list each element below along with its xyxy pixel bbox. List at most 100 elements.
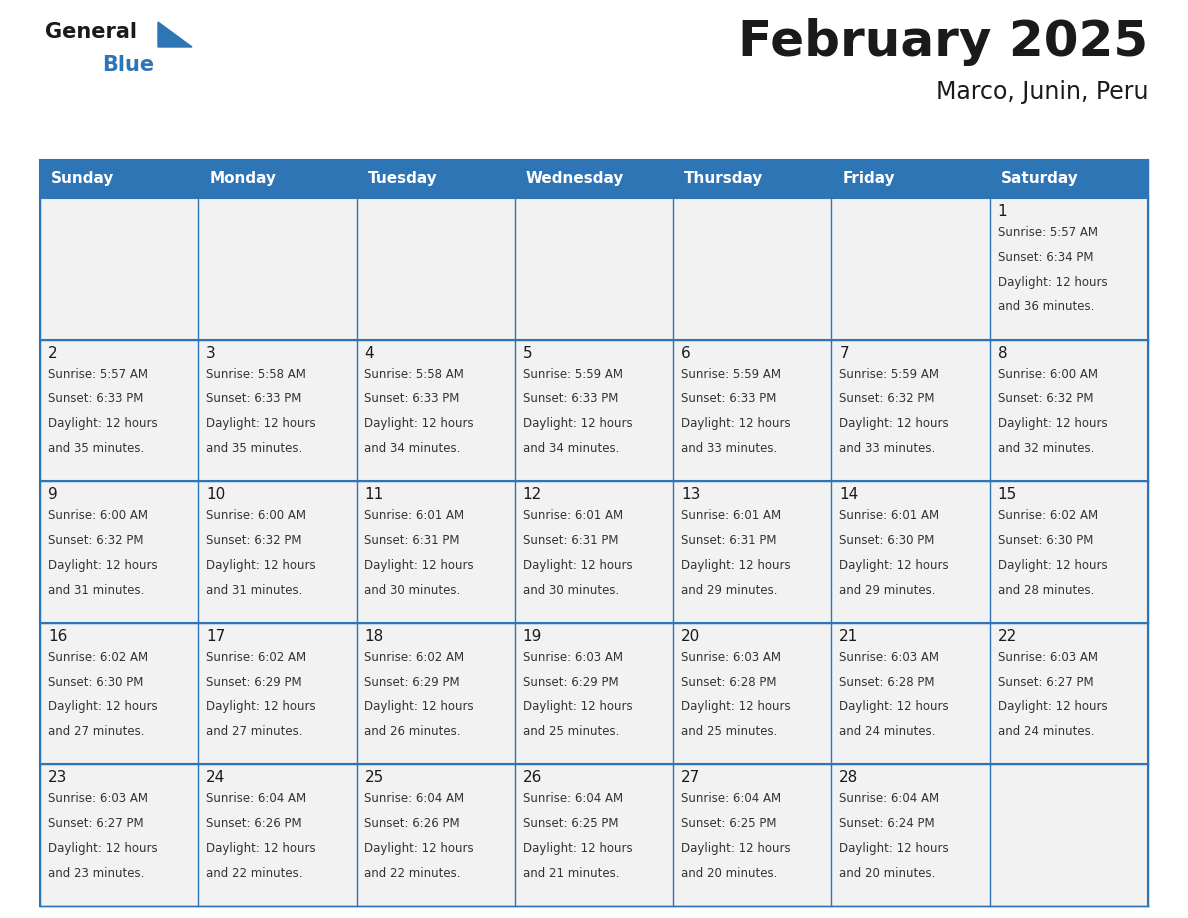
Text: Daylight: 12 hours: Daylight: 12 hours <box>681 559 791 572</box>
Text: Sunset: 6:31 PM: Sunset: 6:31 PM <box>365 534 460 547</box>
Text: Wednesday: Wednesday <box>526 172 625 186</box>
Text: and 24 minutes.: and 24 minutes. <box>998 725 1094 738</box>
Bar <box>356 340 514 481</box>
Text: Sunset: 6:33 PM: Sunset: 6:33 PM <box>207 392 302 406</box>
Bar <box>198 765 356 906</box>
Bar <box>514 622 674 765</box>
Text: Sunset: 6:25 PM: Sunset: 6:25 PM <box>681 817 777 830</box>
Bar <box>674 160 832 198</box>
Bar <box>356 198 514 340</box>
Text: Sunrise: 5:58 AM: Sunrise: 5:58 AM <box>207 367 307 381</box>
Bar <box>990 765 1148 906</box>
Text: 21: 21 <box>840 629 859 644</box>
Text: and 20 minutes.: and 20 minutes. <box>681 867 777 879</box>
Text: 3: 3 <box>207 345 216 361</box>
Text: and 25 minutes.: and 25 minutes. <box>681 725 777 738</box>
Bar <box>990 198 1148 340</box>
Text: Sunset: 6:32 PM: Sunset: 6:32 PM <box>998 392 1093 406</box>
Text: 1: 1 <box>998 204 1007 219</box>
Text: 7: 7 <box>840 345 849 361</box>
Text: Daylight: 12 hours: Daylight: 12 hours <box>48 700 158 713</box>
Bar <box>356 160 514 198</box>
Text: Sunset: 6:34 PM: Sunset: 6:34 PM <box>998 251 1093 263</box>
Text: 10: 10 <box>207 487 226 502</box>
Bar <box>514 765 674 906</box>
Bar <box>40 198 198 340</box>
Text: Blue: Blue <box>102 55 154 75</box>
Bar <box>40 160 198 198</box>
Text: Daylight: 12 hours: Daylight: 12 hours <box>365 559 474 572</box>
Text: Daylight: 12 hours: Daylight: 12 hours <box>840 417 949 431</box>
Text: Sunset: 6:28 PM: Sunset: 6:28 PM <box>840 676 935 688</box>
Text: and 35 minutes.: and 35 minutes. <box>207 442 303 455</box>
Text: Daylight: 12 hours: Daylight: 12 hours <box>207 700 316 713</box>
Bar <box>40 481 198 622</box>
Text: and 27 minutes.: and 27 minutes. <box>207 725 303 738</box>
Text: 28: 28 <box>840 770 859 786</box>
Text: 11: 11 <box>365 487 384 502</box>
Bar <box>674 622 832 765</box>
Bar <box>832 198 990 340</box>
Text: Daylight: 12 hours: Daylight: 12 hours <box>48 417 158 431</box>
Bar <box>40 765 198 906</box>
Text: Sunrise: 5:59 AM: Sunrise: 5:59 AM <box>840 367 940 381</box>
Text: Sunrise: 6:01 AM: Sunrise: 6:01 AM <box>840 509 940 522</box>
Bar <box>990 481 1148 622</box>
Bar <box>832 622 990 765</box>
Text: and 24 minutes.: and 24 minutes. <box>840 725 936 738</box>
Text: and 34 minutes.: and 34 minutes. <box>365 442 461 455</box>
Text: Sunrise: 6:00 AM: Sunrise: 6:00 AM <box>207 509 307 522</box>
Text: Monday: Monday <box>209 172 277 186</box>
Text: 12: 12 <box>523 487 542 502</box>
Text: Sunset: 6:32 PM: Sunset: 6:32 PM <box>48 534 144 547</box>
Text: Daylight: 12 hours: Daylight: 12 hours <box>998 275 1107 288</box>
Text: Daylight: 12 hours: Daylight: 12 hours <box>207 417 316 431</box>
Text: and 33 minutes.: and 33 minutes. <box>681 442 777 455</box>
Text: Sunset: 6:30 PM: Sunset: 6:30 PM <box>998 534 1093 547</box>
Bar <box>356 622 514 765</box>
Text: Sunrise: 5:58 AM: Sunrise: 5:58 AM <box>365 367 465 381</box>
Text: and 29 minutes.: and 29 minutes. <box>840 584 936 597</box>
Text: Daylight: 12 hours: Daylight: 12 hours <box>365 417 474 431</box>
Text: Daylight: 12 hours: Daylight: 12 hours <box>998 417 1107 431</box>
Text: 9: 9 <box>48 487 58 502</box>
Text: Sunrise: 6:01 AM: Sunrise: 6:01 AM <box>681 509 782 522</box>
Bar <box>674 481 832 622</box>
Text: Sunset: 6:33 PM: Sunset: 6:33 PM <box>681 392 777 406</box>
Text: Sunset: 6:30 PM: Sunset: 6:30 PM <box>48 676 144 688</box>
Text: Thursday: Thursday <box>684 172 764 186</box>
Text: 24: 24 <box>207 770 226 786</box>
Text: 6: 6 <box>681 345 690 361</box>
Text: Sunrise: 6:03 AM: Sunrise: 6:03 AM <box>523 651 623 664</box>
Text: Sunset: 6:26 PM: Sunset: 6:26 PM <box>365 817 460 830</box>
Text: and 32 minutes.: and 32 minutes. <box>998 442 1094 455</box>
Text: Sunrise: 6:04 AM: Sunrise: 6:04 AM <box>207 792 307 805</box>
Text: Sunrise: 6:02 AM: Sunrise: 6:02 AM <box>998 509 1098 522</box>
Text: Daylight: 12 hours: Daylight: 12 hours <box>840 842 949 855</box>
Text: Daylight: 12 hours: Daylight: 12 hours <box>365 842 474 855</box>
Text: and 34 minutes.: and 34 minutes. <box>523 442 619 455</box>
Bar <box>514 198 674 340</box>
Bar <box>990 622 1148 765</box>
Text: and 30 minutes.: and 30 minutes. <box>365 584 461 597</box>
Text: Sunset: 6:31 PM: Sunset: 6:31 PM <box>681 534 777 547</box>
Text: 27: 27 <box>681 770 700 786</box>
Bar <box>514 340 674 481</box>
Text: Sunrise: 6:04 AM: Sunrise: 6:04 AM <box>681 792 782 805</box>
Text: February 2025: February 2025 <box>738 18 1148 66</box>
Text: Sunrise: 5:59 AM: Sunrise: 5:59 AM <box>523 367 623 381</box>
Text: Sunrise: 6:01 AM: Sunrise: 6:01 AM <box>523 509 623 522</box>
Text: 22: 22 <box>998 629 1017 644</box>
Text: Sunset: 6:32 PM: Sunset: 6:32 PM <box>207 534 302 547</box>
Text: Sunset: 6:33 PM: Sunset: 6:33 PM <box>365 392 460 406</box>
Text: Sunrise: 6:03 AM: Sunrise: 6:03 AM <box>840 651 940 664</box>
Text: Daylight: 12 hours: Daylight: 12 hours <box>523 700 632 713</box>
Text: Sunrise: 6:03 AM: Sunrise: 6:03 AM <box>998 651 1098 664</box>
Text: and 36 minutes.: and 36 minutes. <box>998 300 1094 313</box>
Text: Daylight: 12 hours: Daylight: 12 hours <box>523 842 632 855</box>
Bar <box>356 765 514 906</box>
Text: Sunrise: 6:03 AM: Sunrise: 6:03 AM <box>681 651 781 664</box>
Text: and 31 minutes.: and 31 minutes. <box>207 584 303 597</box>
Text: and 30 minutes.: and 30 minutes. <box>523 584 619 597</box>
Text: Sunrise: 6:00 AM: Sunrise: 6:00 AM <box>998 367 1098 381</box>
